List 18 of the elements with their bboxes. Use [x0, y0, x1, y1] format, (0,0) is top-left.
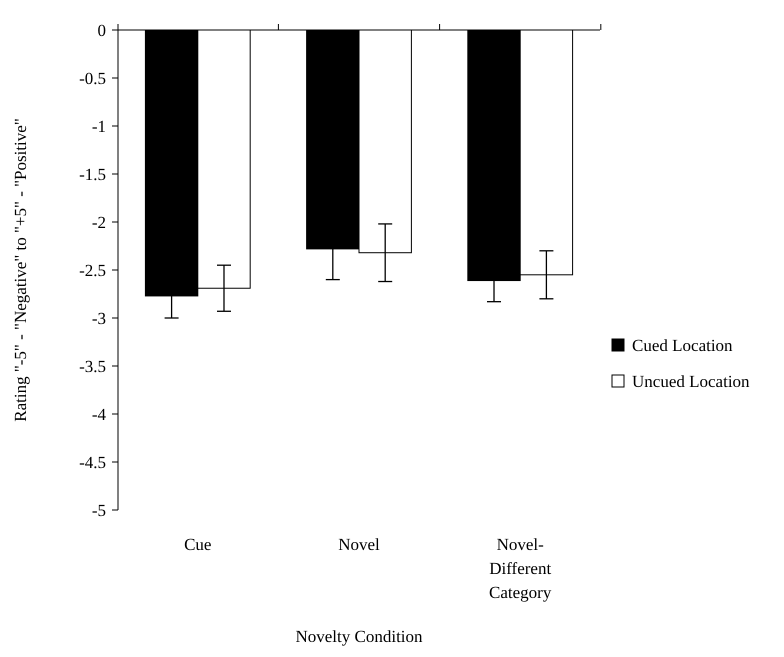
x-tick-label: Novel- Different Category: [489, 535, 552, 602]
y-tick-label: -3.5: [79, 356, 106, 376]
y-tick-label: -2: [92, 212, 106, 232]
legend-label: Cued Location: [632, 336, 734, 355]
y-tick-label: -2.5: [79, 260, 106, 280]
legend-label: Uncued Location: [632, 372, 750, 391]
y-tick-label: -5: [92, 500, 106, 520]
y-tick-label: -0.5: [79, 68, 106, 88]
x-tick-label: Cue: [184, 535, 212, 554]
y-tick-label: -4: [92, 404, 106, 424]
y-tick-label: -1: [92, 116, 106, 136]
y-tick-label: 0: [98, 20, 106, 40]
y-tick-label: -1.5: [79, 164, 106, 184]
y-axis-title: Rating "-5" - "Negative" to "+5" - "Positive": [11, 118, 30, 422]
y-tick-label: -3: [92, 308, 106, 328]
x-axis-title: Novelty Condition: [295, 627, 424, 646]
y-tick-label: -4.5: [79, 452, 106, 472]
x-tick-label: Novel: [338, 535, 380, 554]
